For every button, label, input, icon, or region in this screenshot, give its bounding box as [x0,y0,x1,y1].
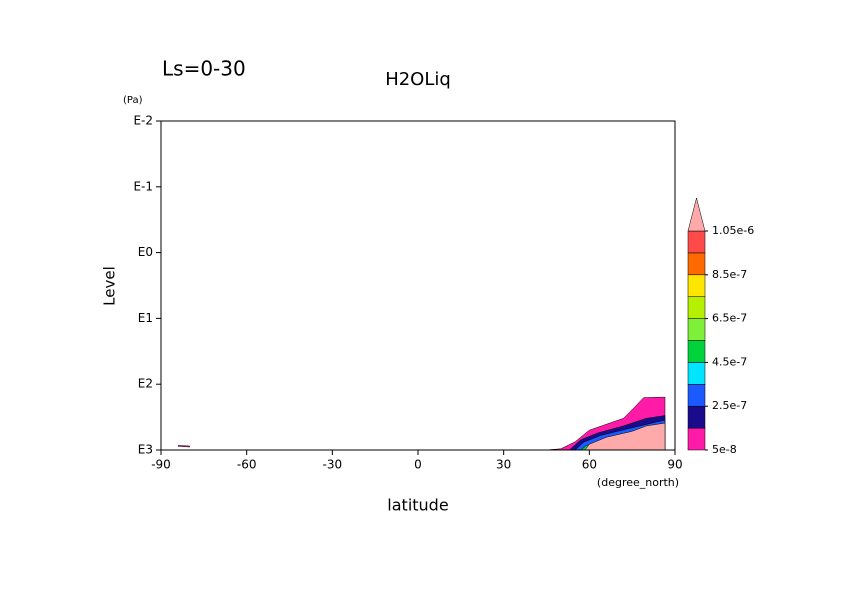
colorbar-box [687,362,706,385]
colorbar-extend [687,197,706,232]
contour-region [584,422,666,451]
colorbar-box [687,252,706,276]
colorbar-label: 2.5e-7 [712,399,747,412]
x-axis-label: latitude [387,496,448,515]
x-unit: (degree_north) [597,476,679,489]
y-tick-label: E1 [138,311,153,325]
y-tick-label: E-1 [133,179,153,193]
x-tick-label: -90 [151,458,171,472]
plot-area [177,396,666,451]
colorbar-label: 1.05e-6 [712,224,754,237]
plot-frame [160,120,676,451]
colorbar-label: 8.5e-7 [712,268,747,281]
x-tick-label: 60 [582,458,597,472]
colorbar-box [687,405,706,429]
x-tick-label: 0 [414,458,422,472]
colorbar-box [687,230,706,254]
colorbar-box [687,296,706,319]
y-tick-label: E2 [138,377,153,391]
y-tick-label: E3 [138,443,153,457]
y-tick-label: E-2 [133,114,153,128]
colorbar-box [687,384,706,407]
x-tick-label: 90 [667,458,682,472]
x-tick-label: 30 [496,458,511,472]
contour-region [177,445,190,448]
x-tick-label: -30 [323,458,343,472]
colorbar-box [687,427,706,451]
colorbar-label: 5e-8 [712,443,737,456]
colorbar-label: 4.5e-7 [712,355,747,368]
y-axis-label: Level [101,266,119,306]
colorbar-label: 6.5e-7 [712,312,747,325]
y-tick-label: E0 [138,245,153,259]
colorbar-box [687,318,706,341]
y-unit: (Pa) [123,95,143,106]
annotation: Ls=0-30 [162,57,246,81]
chart-title: H2OLiq [385,69,451,90]
colorbar-box [687,340,706,363]
colorbar-box [687,274,706,297]
x-tick-label: -60 [237,458,257,472]
